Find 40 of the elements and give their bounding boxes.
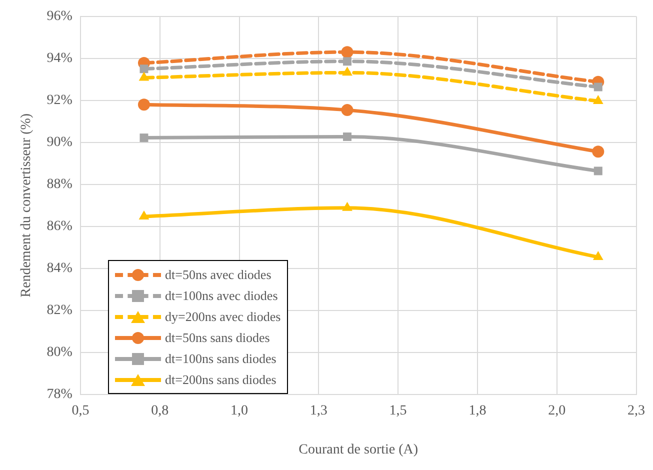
y-tick-label: 88% <box>46 177 73 192</box>
y-tick-label: 84% <box>46 261 73 276</box>
y-tick-label: 78% <box>46 387 73 402</box>
y-tick-label: 82% <box>46 303 73 318</box>
legend-label: dt=50ns sans diodes <box>165 330 270 346</box>
y-tick-label: 92% <box>46 93 73 108</box>
y-tick-label: 94% <box>46 51 73 66</box>
x-tick-label: 0,8 <box>151 403 169 418</box>
point <box>594 166 602 176</box>
point <box>140 134 148 142</box>
point <box>342 202 352 211</box>
legend-label: dt=200ns sans diodes <box>165 372 276 388</box>
x-tick-label: 1,8 <box>468 403 486 418</box>
legend-label: dt=100ns avec diodes <box>165 288 278 304</box>
x-tick-label: 1,3 <box>310 403 328 418</box>
y-tick-label: 80% <box>46 345 73 360</box>
point <box>341 46 354 58</box>
point <box>341 104 354 116</box>
point <box>592 251 604 260</box>
y-tick-label: 96% <box>46 9 73 24</box>
point <box>343 132 352 141</box>
legend-label: dy=200ns avec diodes <box>165 308 281 324</box>
y-tick-label: 90% <box>46 135 73 150</box>
point <box>592 95 604 104</box>
point <box>592 146 604 158</box>
x-tick-label: 1,5 <box>389 403 407 418</box>
point <box>138 98 150 111</box>
point <box>140 64 148 74</box>
point <box>594 82 602 92</box>
x-tick-label: 1,0 <box>230 403 248 418</box>
legend-label: dt=50ns avec diodes <box>165 266 272 282</box>
y-axis-title: Rendement du convertisseur (%) <box>19 113 34 298</box>
point <box>343 57 352 66</box>
x-tick-label: 2,3 <box>628 403 645 418</box>
point <box>138 210 150 220</box>
x-tick-label: 0,5 <box>72 403 90 418</box>
x-axis-title: Courant de sortie (A) <box>298 442 418 458</box>
legend-label: dt=100ns sans diodes <box>165 350 276 366</box>
x-tick-label: 2,0 <box>548 403 566 418</box>
y-tick-label: 86% <box>46 219 73 234</box>
